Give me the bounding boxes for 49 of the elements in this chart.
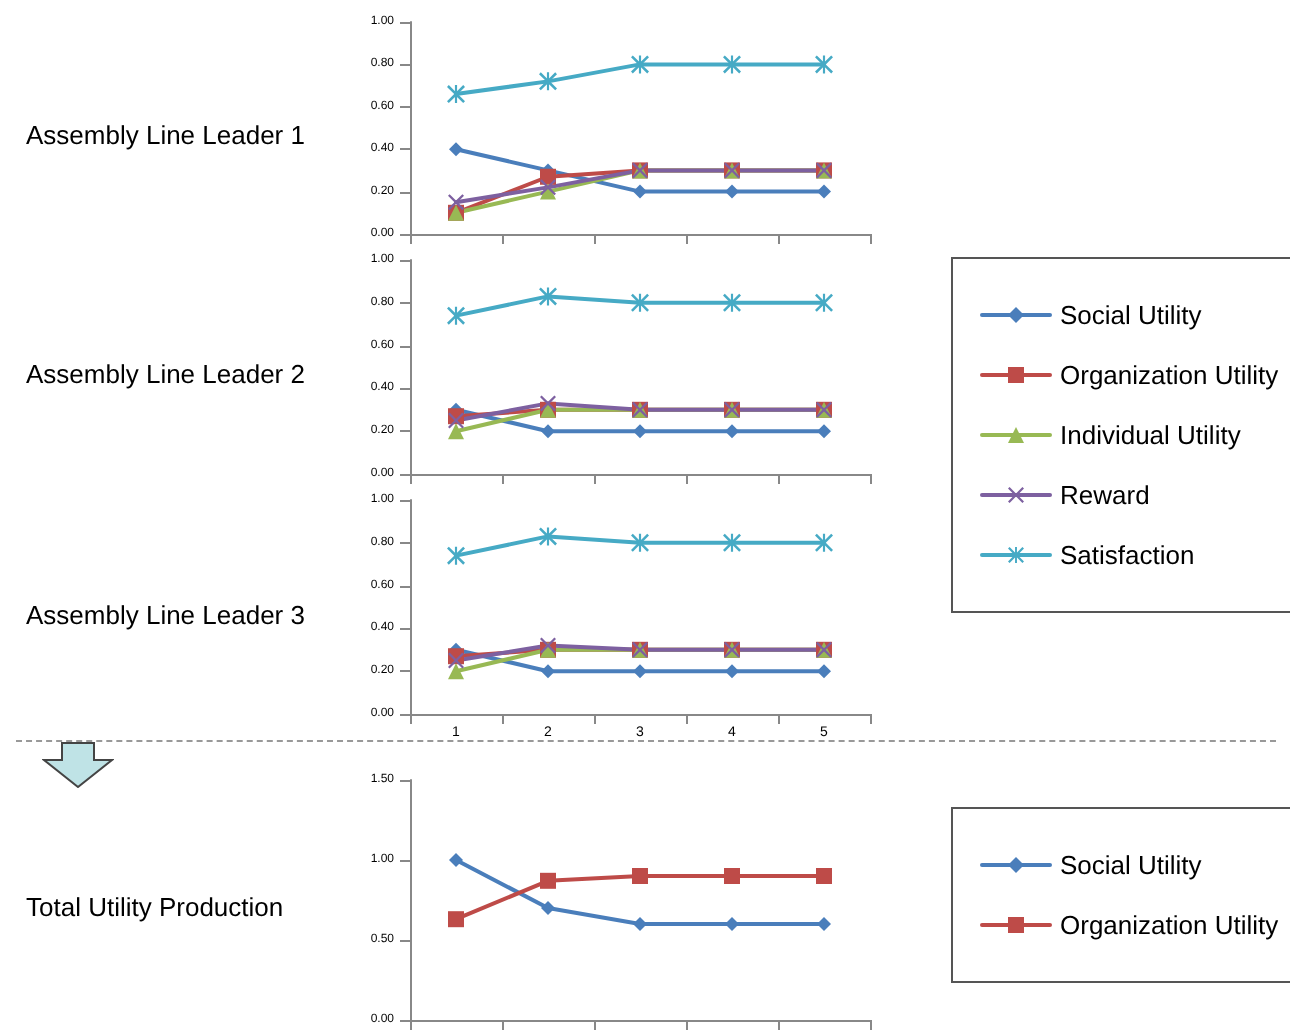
point [633, 424, 647, 439]
legend-label: Individual Utility [1060, 420, 1242, 450]
point [449, 853, 463, 867]
point [633, 917, 647, 931]
text: Assembly Line Leader 1 [26, 120, 305, 150]
legend-label: Organization Utility [1060, 910, 1280, 940]
point [817, 424, 831, 439]
point [541, 664, 555, 679]
point [631, 55, 649, 74]
point [448, 194, 464, 211]
point [539, 72, 557, 91]
legend-label: Social Utility [1060, 300, 1203, 330]
point [817, 664, 831, 679]
point [633, 664, 647, 679]
point [539, 287, 557, 306]
point [448, 911, 464, 928]
point [725, 917, 739, 931]
point [447, 306, 465, 325]
text: Total Utility Production [26, 892, 284, 922]
legend-label: Organization Utility [1060, 360, 1280, 390]
point [725, 184, 739, 199]
legend-label: Social Utility [1060, 850, 1203, 880]
point [725, 424, 739, 439]
legend-label: Satisfaction [1060, 540, 1195, 570]
point [540, 872, 556, 889]
point [540, 395, 556, 412]
point [817, 917, 831, 931]
point [723, 55, 741, 74]
point [631, 533, 649, 552]
point [631, 293, 649, 312]
point [815, 533, 833, 552]
point [449, 142, 463, 157]
point [447, 546, 465, 565]
point [541, 424, 555, 439]
point [816, 868, 832, 884]
point [815, 55, 833, 74]
point [539, 527, 557, 546]
point [724, 868, 740, 884]
point [815, 293, 833, 312]
point [723, 293, 741, 312]
text: Assembly Line Leader 2 [26, 359, 305, 389]
point [633, 184, 647, 199]
text: Assembly Line Leader 3 [26, 600, 305, 630]
point [817, 184, 831, 199]
legend-label: Reward [1060, 480, 1150, 510]
point [541, 901, 555, 915]
point [632, 868, 648, 884]
point [725, 664, 739, 679]
point [723, 533, 741, 552]
